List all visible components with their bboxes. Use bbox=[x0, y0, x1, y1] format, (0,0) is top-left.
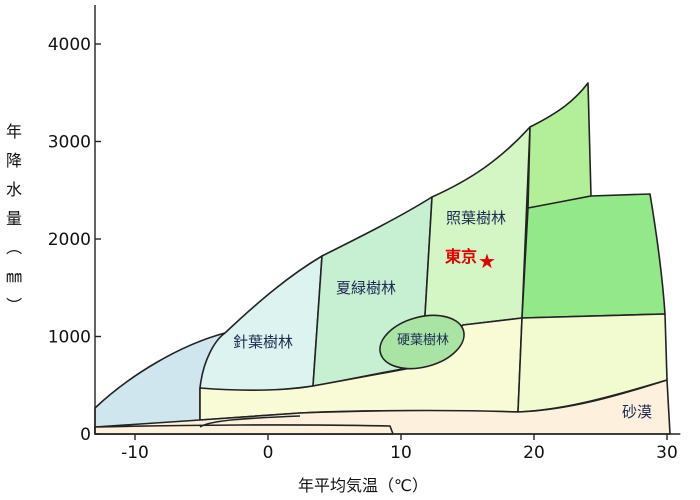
y-axis-label-char: 降 bbox=[6, 151, 22, 170]
y-tick-label: 3000 bbox=[48, 133, 91, 153]
label-conifer-forest: 針葉樹林 bbox=[233, 333, 293, 351]
subtropical-forest-region bbox=[527, 82, 592, 209]
y-axis-label-char: ） bbox=[4, 297, 23, 313]
x-tick-label: 10 bbox=[390, 443, 412, 463]
x-tick-label: 20 bbox=[523, 443, 545, 463]
tropical-seasonal-forest-region bbox=[521, 193, 666, 319]
label-tokyo: 東京 bbox=[445, 247, 477, 266]
y-axis: 0 1000 2000 3000 4000 bbox=[48, 5, 101, 445]
conifer-forest-region bbox=[199, 255, 323, 392]
y-axis-label-char: 量 bbox=[6, 209, 22, 228]
y-tick-label: 2000 bbox=[48, 230, 91, 250]
x-tick-label: -10 bbox=[121, 443, 149, 463]
y-tick-label: 4000 bbox=[48, 35, 91, 55]
y-axis-label-char: ㎜ bbox=[6, 267, 22, 286]
tokyo-star-icon: ★ bbox=[478, 249, 496, 273]
y-tick-label: 0 bbox=[80, 425, 91, 445]
cold-desert-strip bbox=[94, 424, 394, 435]
y-axis-label-char: 年 bbox=[6, 122, 22, 141]
y-tick-label: 1000 bbox=[48, 328, 91, 348]
inner-boundary-lines bbox=[199, 415, 301, 428]
label-summer-green-forest: 夏緑樹林 bbox=[336, 279, 396, 297]
x-tick-label: 30 bbox=[656, 443, 678, 463]
desert-region bbox=[94, 379, 671, 435]
y-axis-label-char: 水 bbox=[6, 180, 22, 199]
x-axis-label: 年平均気温（℃） bbox=[298, 476, 428, 495]
label-sclerophyll-forest: 硬葉樹林 bbox=[397, 333, 449, 348]
x-tick-label: 0 bbox=[263, 443, 274, 463]
label-desert: 砂漠 bbox=[622, 403, 652, 421]
label-laurel-forest: 照葉樹林 bbox=[446, 209, 506, 227]
x-axis: -10 0 10 20 30 bbox=[95, 433, 681, 463]
y-axis-label-char: （ bbox=[4, 239, 23, 255]
sclerophyll-forest-region bbox=[379, 314, 465, 370]
